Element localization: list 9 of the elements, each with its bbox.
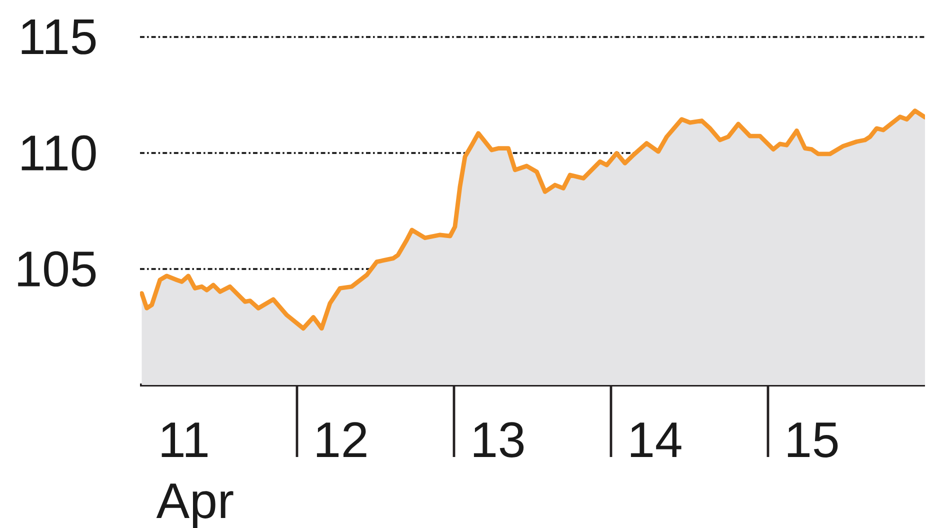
x-tick-label: 14: [630, 422, 682, 457]
y-tick-label: 115: [22, 20, 96, 54]
x-tick-label: 13: [474, 422, 524, 458]
x-tick-label: 11: [162, 422, 208, 457]
y-tick-label: 105: [18, 251, 96, 287]
x-tick-label: 15: [788, 422, 838, 458]
x-axis-title: Apr: [156, 484, 234, 528]
y-tick-label: 110: [22, 135, 96, 171]
x-tick-label: 12: [316, 422, 366, 457]
